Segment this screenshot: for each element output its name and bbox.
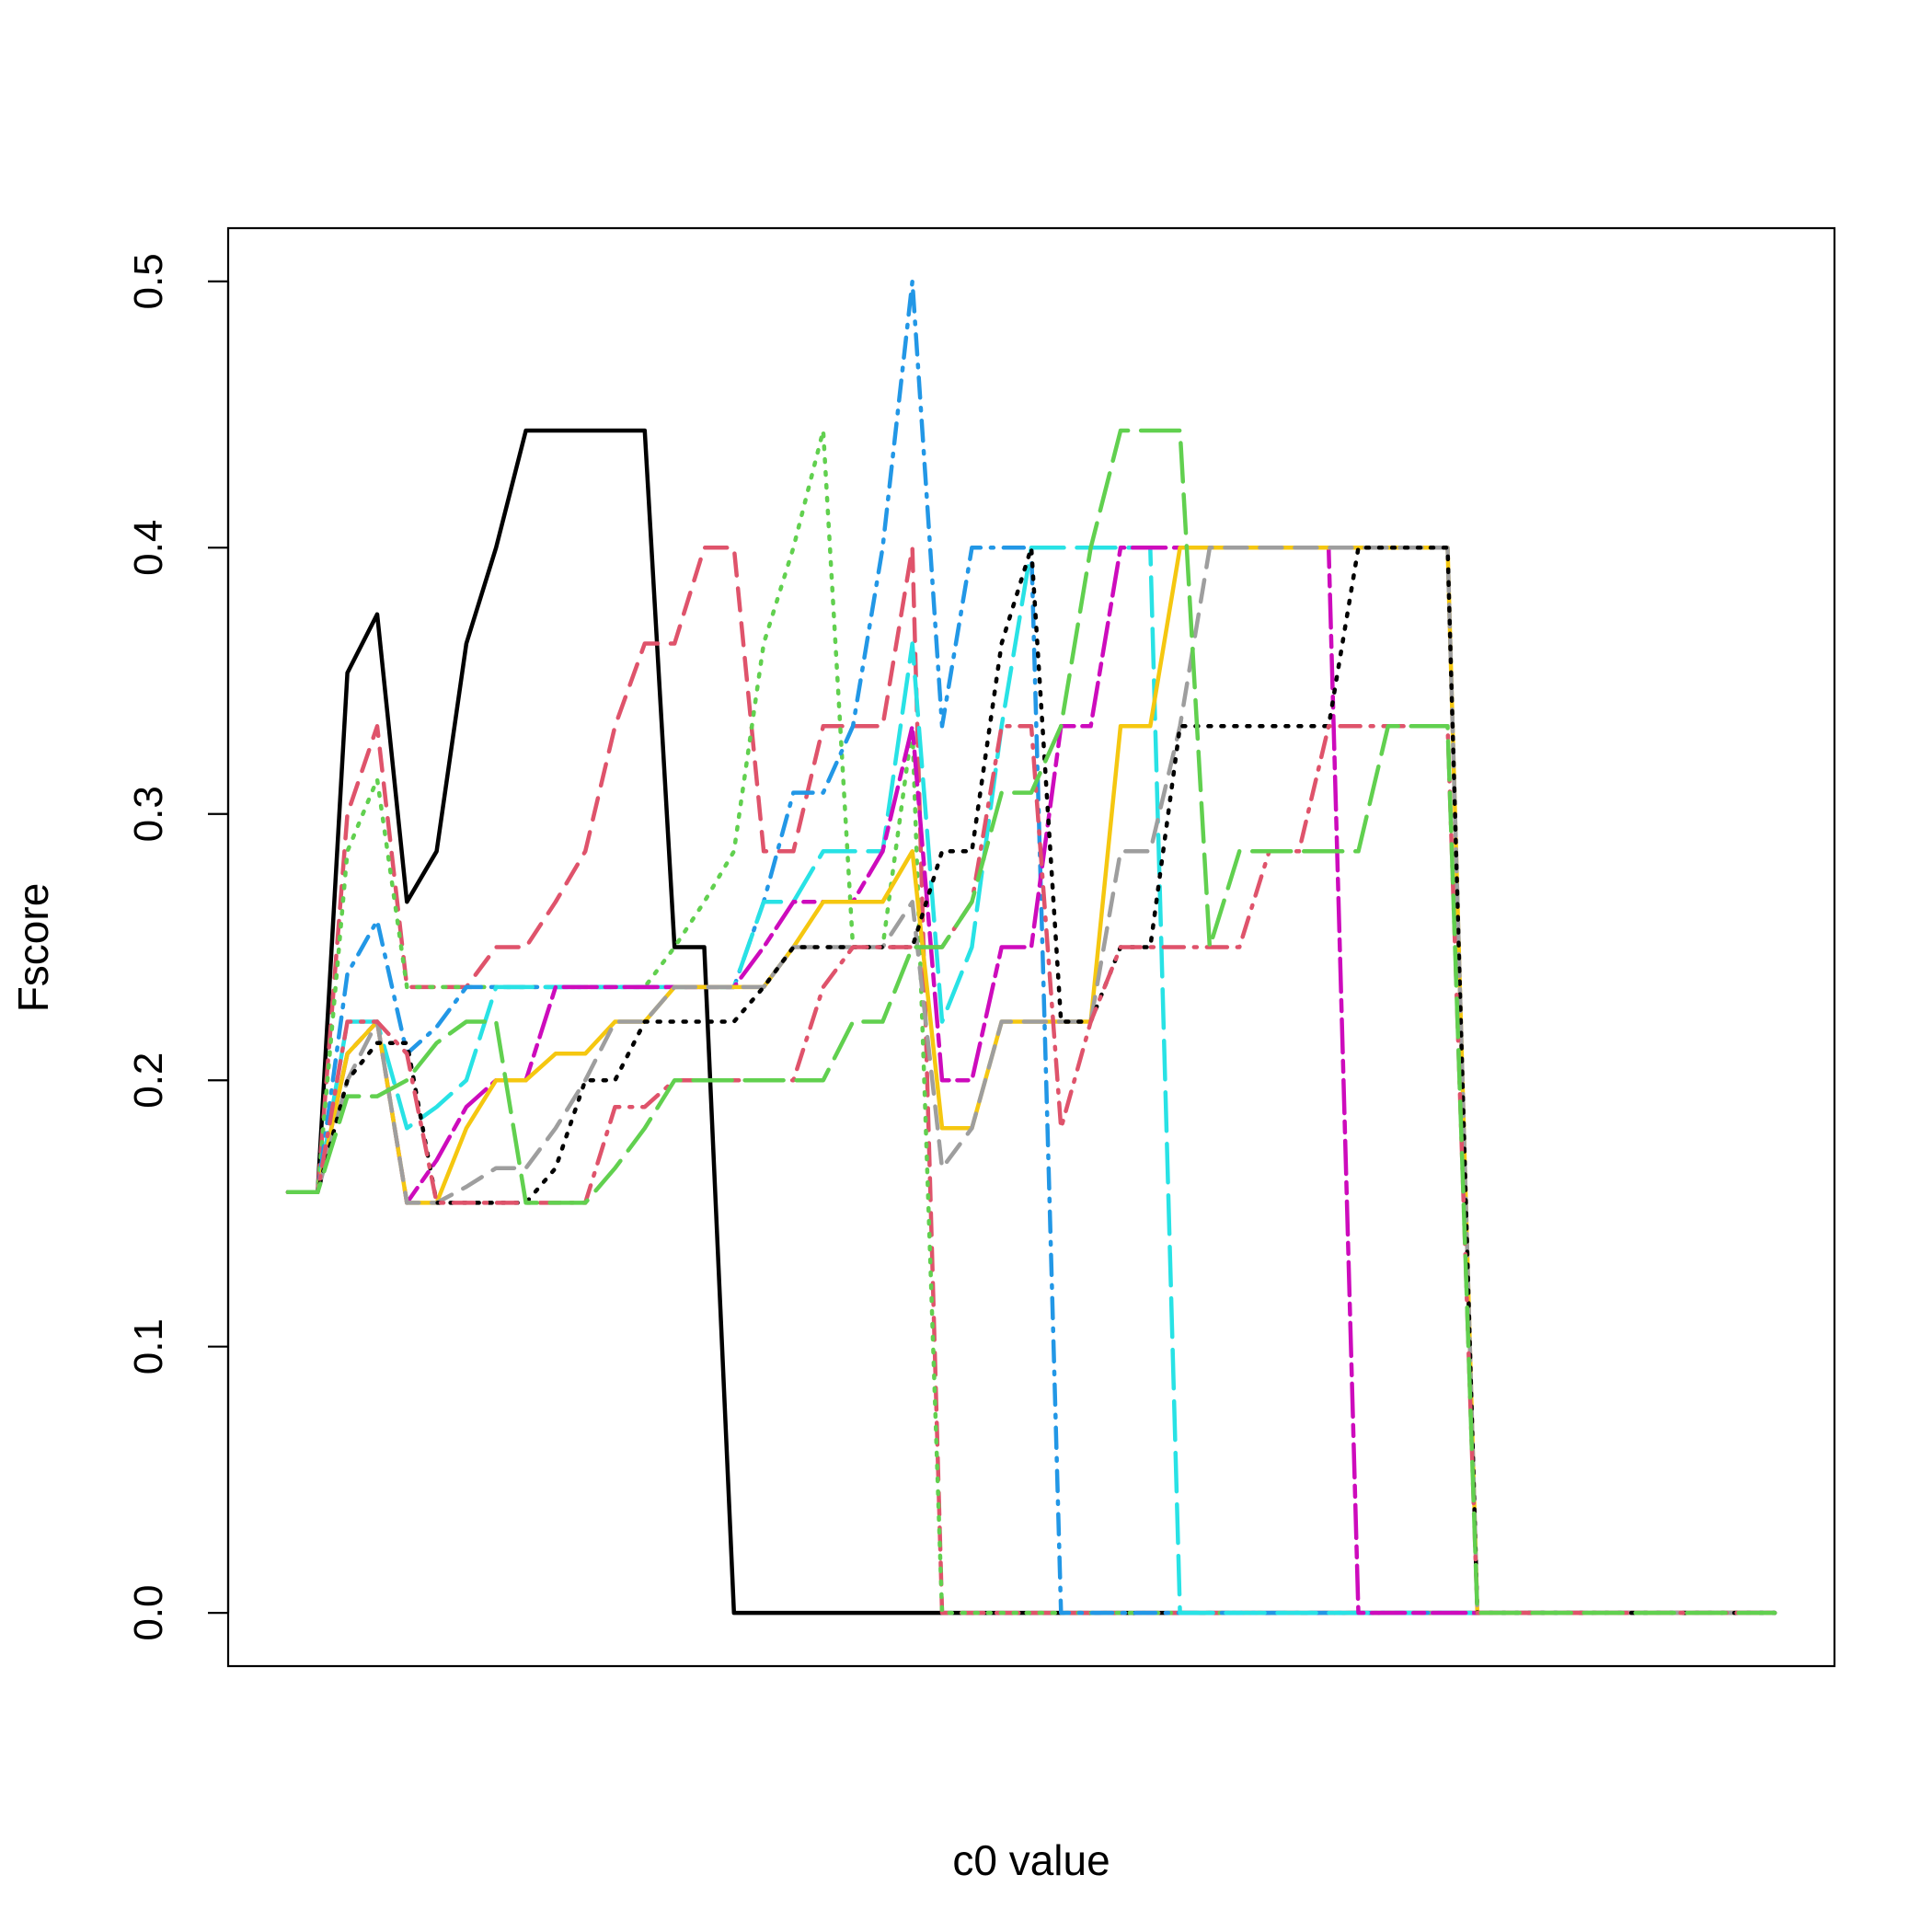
series-layer [285, 279, 1777, 1616]
y-tick-label: 0.0 [126, 1585, 171, 1641]
y-tick-label: 0.3 [126, 786, 171, 842]
x-axis-label: c0 value [952, 1836, 1110, 1884]
y-tick-label: 0.5 [126, 253, 171, 309]
y-tick-label: 0.4 [126, 520, 171, 576]
y-tick-label: 0.1 [126, 1318, 171, 1374]
y-axis: 0.0 0.1 0.2 0.3 0.4 0.5 [126, 253, 230, 1641]
series-line-11 [285, 428, 1777, 1616]
y-axis-label: Fscore [9, 883, 57, 1013]
series-line-10 [285, 724, 1777, 1616]
series-line-5 [285, 546, 1777, 1616]
y-tick-label: 0.2 [126, 1052, 171, 1109]
